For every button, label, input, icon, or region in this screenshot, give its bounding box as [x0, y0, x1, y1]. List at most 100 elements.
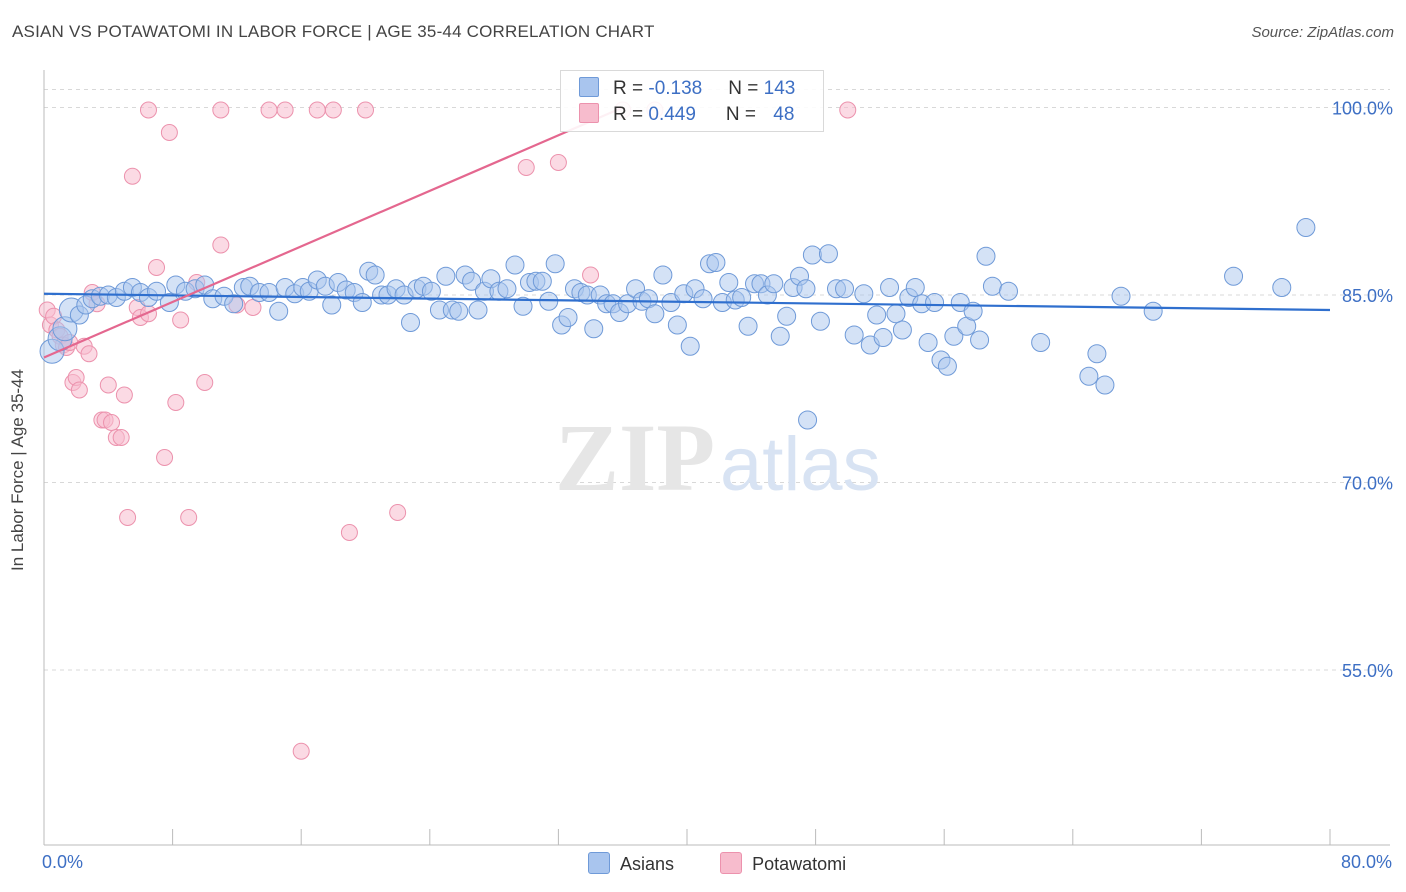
asian-point: [497, 279, 517, 299]
legend-potawatomi-r-value: 0.449: [648, 104, 696, 125]
potawatomi-point: [80, 345, 98, 363]
asian-point: [976, 246, 996, 266]
bottom-swatch-potawatomi: [720, 852, 743, 874]
legend-row-asian: R = -0.138 N = 143: [579, 77, 795, 101]
potawatomi-point: [260, 101, 278, 119]
legend-asian-n-value: 143: [763, 78, 796, 99]
legend-asian-r-label: R =: [613, 78, 649, 99]
asian-point: [719, 273, 739, 292]
asian-point: [421, 281, 441, 301]
axis-layer: [43, 70, 1390, 846]
asian-point: [818, 244, 838, 264]
potawatomi-point: [103, 414, 121, 431]
potawatomi-point: [324, 101, 342, 119]
asian-point: [584, 319, 604, 339]
bottom-swatch-asian: [588, 852, 610, 874]
asian-point: [259, 283, 279, 302]
asian-point: [732, 288, 752, 307]
asian-point: [645, 304, 665, 324]
watermark: ZIP atlas: [555, 404, 881, 511]
potawatomi-point: [517, 159, 535, 176]
legend-asian-r-value: -0.138: [648, 78, 703, 99]
asian-point: [545, 254, 565, 274]
potawatomi-point: [123, 167, 141, 185]
asian-points: [39, 218, 1316, 430]
asian-point: [925, 293, 945, 312]
potawatomi-point: [340, 524, 358, 541]
x-tick-label-min: 0.0%: [42, 852, 84, 872]
asian-point: [468, 300, 488, 320]
asian-point: [764, 274, 784, 294]
potawatomi-point: [549, 154, 567, 171]
asian-point: [905, 278, 925, 297]
potawatomi-trend-line: [43, 106, 624, 359]
asian-point: [667, 315, 687, 335]
x-tick-label-max: 80.0%: [1340, 852, 1392, 872]
asian-point: [798, 410, 818, 430]
asian-point: [796, 279, 816, 299]
potawatomi-point: [212, 236, 230, 254]
asian-point: [1143, 301, 1163, 321]
asian-point: [1031, 333, 1051, 352]
asian-point: [999, 281, 1018, 301]
watermark-atlas: atlas: [720, 422, 881, 507]
potawatomi-point: [292, 742, 310, 760]
potawatomi-point: [389, 504, 407, 521]
y-tick-label: 85.0%: [1342, 286, 1393, 306]
asian-point: [449, 301, 469, 321]
asian-point: [873, 328, 893, 347]
asian-point: [1087, 344, 1107, 364]
asian-point: [224, 294, 244, 314]
asian-point: [892, 320, 912, 340]
trend-lines: [43, 106, 1331, 359]
potawatomi-point: [582, 266, 600, 284]
chart-title: ASIAN VS POTAWATOMI IN LABOR FORCE | AGE…: [12, 22, 655, 41]
asian-point: [810, 311, 830, 331]
legend-swatch-potawatomi: [579, 103, 599, 123]
legend-potawatomi-n-value: 48: [773, 104, 795, 125]
watermark-zip: ZIP: [555, 404, 715, 511]
asian-point: [558, 308, 578, 327]
asian-point: [532, 271, 552, 291]
asian-point: [770, 326, 790, 346]
asian-point: [365, 265, 385, 285]
asian-point: [693, 289, 713, 309]
legend-potawatomi-r-label: R =: [613, 104, 649, 125]
asian-point: [738, 316, 758, 336]
asian-point: [706, 253, 726, 272]
potawatomi-point: [244, 299, 262, 316]
potawatomi-point: [119, 509, 137, 526]
asian-point: [867, 305, 887, 325]
series-legend: Asians Potawatomi: [588, 852, 846, 875]
bottom-legend-potawatomi: Potawatomi: [752, 854, 847, 874]
potawatomi-point: [70, 381, 88, 399]
potawatomi-point: [160, 124, 178, 141]
potawatomi-point: [839, 101, 857, 119]
y-tick-label: 55.0%: [1342, 661, 1393, 681]
potawatomi-point: [115, 386, 133, 404]
bottom-legend-asian: Asians: [620, 854, 675, 874]
asian-point: [835, 279, 855, 299]
potawatomi-point: [99, 376, 117, 394]
asian-point: [777, 306, 797, 326]
y-tick-label: 100.0%: [1332, 99, 1393, 119]
asian-point: [322, 295, 342, 315]
potawatomi-point: [156, 449, 174, 466]
asian-point: [802, 245, 822, 265]
y-tick-labels: 100.0% 85.0% 70.0% 55.0%: [1332, 99, 1393, 682]
asian-point: [1095, 375, 1115, 395]
potawatomi-point: [308, 101, 326, 119]
asian-point: [1111, 286, 1131, 306]
asian-point: [918, 333, 938, 352]
asian-point: [269, 301, 289, 321]
legend-asian-n-label: N =: [728, 78, 764, 99]
asian-point: [352, 293, 372, 312]
asian-point: [1272, 278, 1292, 297]
asian-point: [844, 325, 864, 345]
asian-point: [1224, 266, 1244, 286]
potawatomi-point: [139, 101, 157, 119]
potawatomi-point: [167, 394, 185, 411]
source-label: Source: ZipAtlas.com: [1251, 24, 1394, 41]
grid-layer: [44, 89, 1390, 671]
